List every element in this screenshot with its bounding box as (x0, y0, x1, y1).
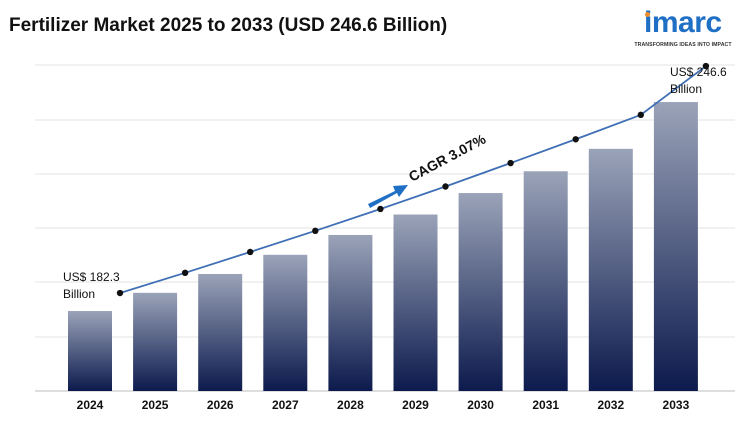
end-value-label-line2: Billion (670, 82, 702, 96)
bar-2028 (328, 234, 373, 391)
x-tick-label: 2033 (663, 398, 690, 412)
cagr-arrow-icon (368, 185, 408, 208)
bar-2024 (68, 311, 112, 391)
x-tick-label: 2027 (272, 398, 299, 412)
x-tick-label: 2031 (532, 398, 559, 412)
trend-point (181, 269, 189, 277)
trend-point (572, 136, 579, 143)
trend-point (247, 248, 254, 256)
bars (68, 102, 698, 392)
start-value-label-line2: Billion (63, 287, 95, 301)
trend-point (312, 227, 319, 234)
trend-point (116, 289, 124, 297)
bar-2029 (393, 214, 438, 391)
x-tick-label: 2029 (402, 398, 429, 412)
end-value-label-line1: US$ 246.6 (670, 65, 727, 79)
bar-2026 (198, 273, 243, 391)
x-tick-label: 2025 (142, 398, 169, 412)
trend-point (442, 183, 449, 190)
x-tick-label: 2030 (467, 398, 494, 412)
bar-2033 (653, 102, 698, 392)
trend-line (116, 62, 710, 297)
start-value-label-line1: US$ 182.3 (63, 270, 120, 284)
imarc-logo: imarc TRANSFORMING IDEAS INTO IMPACT (624, 6, 742, 52)
bar-2027 (263, 254, 308, 391)
logo-wordmark: imarc (644, 6, 722, 39)
cagr-label: CAGR 3.07% (406, 130, 489, 184)
logo-dot-icon (645, 12, 650, 17)
x-tick-label: 2028 (337, 398, 364, 412)
arrow-shape (368, 185, 408, 208)
x-tick-label: 2024 (77, 398, 104, 412)
x-tick-labels: 2024 2025 2026 2027 2028 2029 2030 2031 2032 2033 (77, 398, 690, 412)
trend-point (507, 159, 514, 167)
logo-tagline: TRANSFORMING IDEAS INTO IMPACT (634, 42, 732, 48)
bar-2025 (133, 292, 178, 391)
bar-2031 (523, 171, 568, 391)
bar-2032 (588, 148, 633, 391)
trend-point (637, 111, 644, 119)
bar-2030 (458, 193, 503, 391)
chart-title: Fertilizer Market 2025 to 2033 (USD 246.… (9, 15, 448, 36)
trend-point (702, 62, 710, 70)
trend-point (377, 205, 384, 213)
trend-polyline (119, 65, 707, 294)
x-tick-label: 2026 (207, 398, 234, 412)
x-tick-label: 2032 (597, 398, 624, 412)
